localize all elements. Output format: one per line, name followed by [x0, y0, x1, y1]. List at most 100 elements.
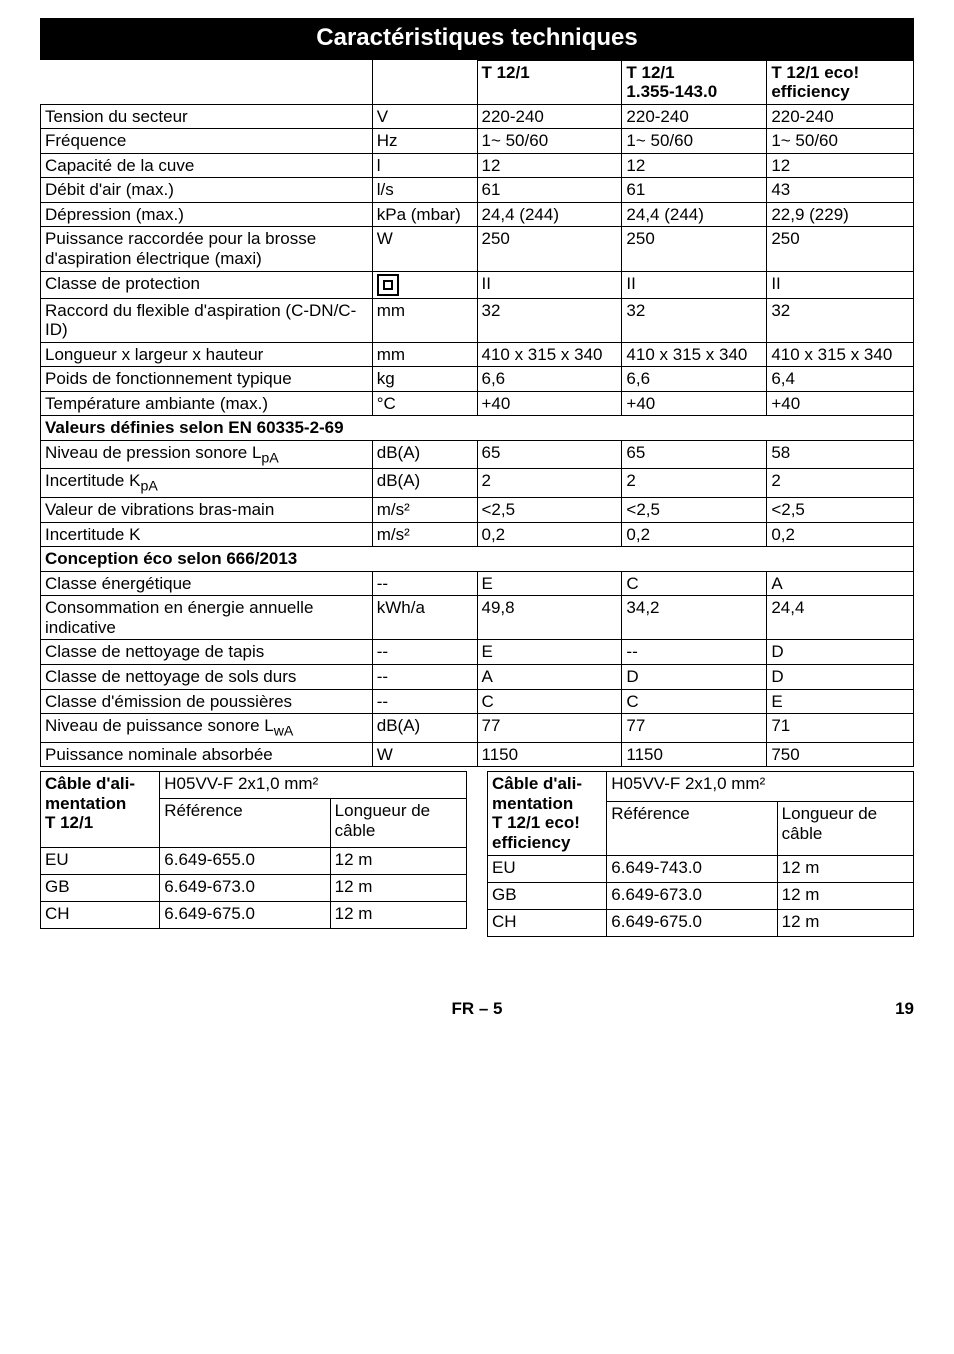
cable-cell: 6.649-675.0 [160, 902, 330, 929]
cable-right-h2: Longueur de câble [777, 802, 913, 855]
cable-cell: 6.649-673.0 [607, 882, 777, 909]
row-unit: W [372, 227, 477, 271]
table-row: Incertitude Km/s²0,20,20,2 [41, 522, 914, 547]
table-row: Valeur de vibrations bras-mainm/s²<2,5<2… [41, 498, 914, 523]
cable-cell: EU [41, 847, 160, 874]
row-value: <2,5 [767, 498, 914, 523]
row-value: E [477, 640, 622, 665]
row-unit: l [372, 153, 477, 178]
row-value: 220-240 [767, 104, 914, 129]
row-label: Consommation en énergie annuelle indicat… [41, 596, 373, 640]
row-value: 1~ 50/60 [622, 129, 767, 154]
row-unit: V [372, 104, 477, 129]
row-label: Classe d'émission de poussières [41, 689, 373, 714]
table-row: Dépression (max.)kPa (mbar)24,4 (244)24,… [41, 202, 914, 227]
row-value: 6,6 [477, 367, 622, 392]
table-row: Classe de nettoyage de tapis--E--D [41, 640, 914, 665]
row-unit: W [372, 742, 477, 767]
row-unit: dB(A) [372, 714, 477, 743]
row-label: Classe de nettoyage de sols durs [41, 665, 373, 690]
table-row: Longueur x largeur x hauteurmm410 x 315 … [41, 342, 914, 367]
row-value: <2,5 [477, 498, 622, 523]
table-row: Classe de protectionIIIIII [41, 271, 914, 298]
row-value: 71 [767, 714, 914, 743]
row-value: 250 [477, 227, 622, 271]
row-value: 410 x 315 x 340 [767, 342, 914, 367]
row-label: Puissance nominale absorbée [41, 742, 373, 767]
header-blank [41, 60, 373, 104]
row-value: 2 [477, 469, 622, 498]
row-value: +40 [767, 391, 914, 416]
row-unit: -- [372, 571, 477, 596]
footer-page-number: 19 [854, 999, 914, 1019]
cable-cell: 12 m [777, 882, 913, 909]
section-header-label: Valeurs définies selon EN 60335-2-69 [41, 416, 914, 441]
cable-cell: 12 m [330, 875, 466, 902]
row-value: 24,4 (244) [622, 202, 767, 227]
table-row: Capacité de la cuvel121212 [41, 153, 914, 178]
cable-cell: CH [41, 902, 160, 929]
row-label: Température ambiante (max.) [41, 391, 373, 416]
row-label: Puissance raccordée pour la brosse d'asp… [41, 227, 373, 271]
row-value: 6,4 [767, 367, 914, 392]
table-row: Puissance raccordée pour la brosse d'asp… [41, 227, 914, 271]
row-label: Niveau de puissance sonore LwA [41, 714, 373, 743]
row-value: D [767, 640, 914, 665]
row-value: 77 [477, 714, 622, 743]
specs-table: T 12/1 T 12/11.355-143.0 T 12/1 eco!effi… [40, 60, 914, 768]
row-unit: l/s [372, 178, 477, 203]
row-value: 43 [767, 178, 914, 203]
table-row: Classe énergétique--ECA [41, 571, 914, 596]
row-label: Poids de fonctionnement typique [41, 367, 373, 392]
row-label: Raccord du flexible d'aspiration (C-DN/C… [41, 298, 373, 342]
row-value: II [477, 271, 622, 298]
row-value: 32 [767, 298, 914, 342]
row-value: 250 [622, 227, 767, 271]
row-label: Niveau de pression sonore LpA [41, 440, 373, 469]
table-row: Tension du secteurV220-240220-240220-240 [41, 104, 914, 129]
row-value: 750 [767, 742, 914, 767]
row-unit: Hz [372, 129, 477, 154]
row-value: 1~ 50/60 [767, 129, 914, 154]
table-row: CH6.649-675.012 m [488, 909, 914, 936]
row-unit: kWh/a [372, 596, 477, 640]
row-value: 34,2 [622, 596, 767, 640]
row-unit: °C [372, 391, 477, 416]
row-value: E [477, 571, 622, 596]
row-value: 49,8 [477, 596, 622, 640]
cable-cell: GB [488, 882, 607, 909]
row-value: 65 [622, 440, 767, 469]
row-label: Longueur x largeur x hauteur [41, 342, 373, 367]
page-title: Caractéristiques techniques [40, 18, 914, 60]
table-row: EU6.649-743.012 m [488, 855, 914, 882]
header-blank [372, 60, 477, 104]
cable-left-title: Câble d'ali-mentationT 12/1 [41, 772, 160, 848]
row-value: D [622, 665, 767, 690]
cable-cell: 12 m [777, 855, 913, 882]
row-unit: -- [372, 665, 477, 690]
row-value: C [622, 689, 767, 714]
table-row: Débit d'air (max.)l/s616143 [41, 178, 914, 203]
row-unit: m/s² [372, 498, 477, 523]
cable-left-top: H05VV-F 2x1,0 mm² [160, 772, 467, 799]
row-label: Incertitude K [41, 522, 373, 547]
table-row: Niveau de puissance sonore LwAdB(A)77777… [41, 714, 914, 743]
section-header-label: Conception éco selon 666/2013 [41, 547, 914, 572]
cable-cell: GB [41, 875, 160, 902]
cable-cell: 6.649-675.0 [607, 909, 777, 936]
cable-table-right: Câble d'ali-mentationT 12/1 eco!efficien… [487, 771, 914, 936]
header-col3: T 12/1 eco!efficiency [767, 60, 914, 104]
table-row: GB6.649-673.012 m [488, 882, 914, 909]
row-unit: -- [372, 689, 477, 714]
cable-cell: 12 m [330, 847, 466, 874]
cable-cell: EU [488, 855, 607, 882]
row-unit [372, 271, 477, 298]
row-label: Valeur de vibrations bras-main [41, 498, 373, 523]
row-value: 0,2 [622, 522, 767, 547]
row-unit: -- [372, 640, 477, 665]
table-row: Température ambiante (max.)°C+40+40+40 [41, 391, 914, 416]
cable-cell: 12 m [777, 909, 913, 936]
row-value: 12 [622, 153, 767, 178]
cable-cell: 6.649-655.0 [160, 847, 330, 874]
row-value: +40 [622, 391, 767, 416]
